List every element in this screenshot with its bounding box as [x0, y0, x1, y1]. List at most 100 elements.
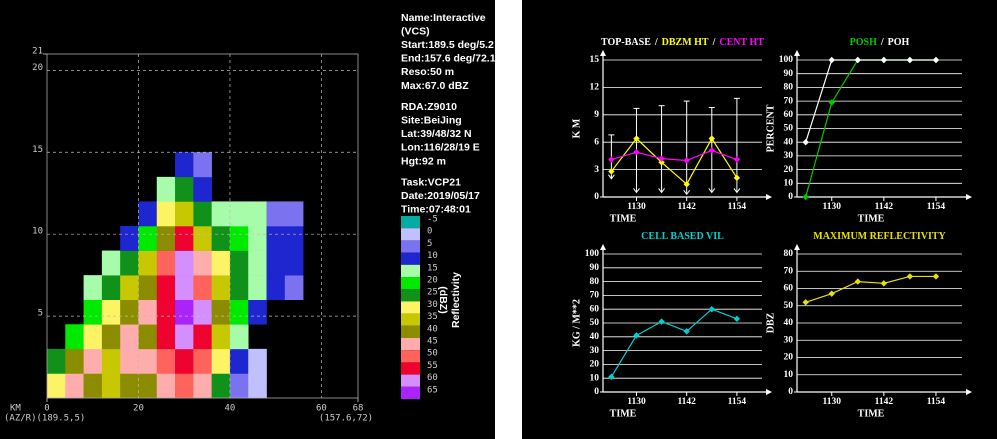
- radar-cell: [267, 251, 286, 276]
- radar-cell: [248, 201, 267, 226]
- colorbar-label: 45: [427, 337, 438, 347]
- x-tick-label: 1130: [822, 202, 841, 212]
- radar-cell: [175, 349, 194, 374]
- legend-entry: POH: [888, 37, 910, 48]
- radar-cell: [102, 275, 121, 300]
- y-tick-label: 3: [594, 165, 599, 175]
- y-tick-label: 15: [32, 145, 43, 155]
- y-tick-label: 60: [590, 304, 600, 314]
- colorbar-label: 0: [427, 227, 432, 237]
- radar-cell: [212, 251, 231, 276]
- radar-cell: [157, 324, 176, 349]
- x-tick-label: 1154: [927, 397, 946, 407]
- info-line: Task:VCP21: [401, 176, 461, 188]
- colorbar-swatch: [401, 289, 420, 301]
- radar-cell: [193, 177, 212, 202]
- y-tick-label: 100: [585, 249, 600, 259]
- radar-cell: [212, 201, 231, 226]
- x-axis-label: TIME: [858, 213, 885, 224]
- colorbar-swatch: [401, 301, 420, 313]
- radar-cell: [193, 324, 212, 349]
- colorbar-label: 35: [427, 312, 438, 322]
- radar-cell: [230, 300, 249, 325]
- y-tick-label: 70: [784, 96, 794, 106]
- radar-cell: [138, 349, 157, 374]
- radar-cell: [248, 226, 267, 251]
- info-line: Lon:116/28/19 E: [401, 142, 480, 154]
- info-line: Reso:50 m: [401, 66, 454, 78]
- radar-cell: [193, 226, 212, 251]
- radar-cell: [212, 226, 231, 251]
- radar-cell: [230, 201, 249, 226]
- radar-cell: [193, 300, 212, 325]
- radar-cell: [248, 300, 267, 325]
- y-tick-label: 30: [590, 346, 600, 356]
- radar-cell: [193, 152, 212, 177]
- screen: 020406068510152021KM(AZ/R)(189.5,5)(157.…: [0, 0, 997, 439]
- y-tick-label: 20: [784, 353, 794, 363]
- radar-cell: [102, 373, 121, 398]
- x-axis-label: TIME: [610, 408, 637, 419]
- colorbar-swatch: [401, 277, 420, 289]
- legend-entry: DBZM HT: [662, 37, 709, 48]
- radar-cell: [65, 373, 84, 398]
- y-tick-label: 80: [590, 277, 600, 287]
- radar-cell: [230, 251, 249, 276]
- x-tick-label: 1130: [822, 397, 841, 407]
- radar-cell: [102, 300, 121, 325]
- y-tick-label: 9: [594, 110, 599, 120]
- info-line: Hgt:92 m: [401, 155, 446, 167]
- radar-cell: [138, 251, 157, 276]
- radar-cell: [157, 226, 176, 251]
- radar-cell: [230, 275, 249, 300]
- y-tick-label: 80: [784, 83, 794, 93]
- radar-cell: [230, 226, 249, 251]
- y-tick-label: 21: [32, 47, 43, 57]
- legend-entry: CELL BASED VIL: [641, 231, 724, 242]
- colorbar-swatch: [401, 240, 420, 252]
- radar-cell: [157, 300, 176, 325]
- radar-cell: [212, 349, 231, 374]
- radar-cell: [175, 226, 194, 251]
- radar-cell: [193, 349, 212, 374]
- radar-cell: [230, 373, 249, 398]
- radar-cell: [175, 300, 194, 325]
- y-tick-label: 80: [784, 249, 794, 259]
- x-tick-label: 68: [353, 404, 364, 414]
- radar-cell: [175, 275, 194, 300]
- radar-cell: [285, 251, 304, 276]
- radar-cell: [138, 201, 157, 226]
- info-line: (VCS): [401, 25, 430, 37]
- radar-cell: [157, 251, 176, 276]
- y-tick-label: 0: [788, 192, 793, 202]
- y-tick-label: 0: [594, 192, 599, 202]
- radar-cell: [84, 324, 103, 349]
- radar-cell: [120, 324, 139, 349]
- colorbar-label: 20: [427, 276, 438, 286]
- radar-cell: [120, 275, 139, 300]
- info-line: Lat:39/48/32 N: [401, 128, 472, 140]
- y-tick-label: 20: [784, 165, 794, 175]
- radar-cell: [175, 373, 194, 398]
- y-tick-label: 6: [594, 137, 599, 147]
- colorbar-label: 25: [427, 288, 438, 298]
- y-tick-label: 30: [784, 151, 794, 161]
- colorbar-label: 55: [427, 361, 438, 371]
- x-tick-label: 1154: [728, 202, 747, 212]
- x-end-label: (157.6,72): [319, 414, 373, 424]
- x-axis-label: TIME: [858, 408, 885, 419]
- y-tick-label: 40: [784, 318, 794, 328]
- radar-cell: [212, 324, 231, 349]
- radar-cell: [120, 349, 139, 374]
- radar-cell: [175, 177, 194, 202]
- radar-cell: [157, 373, 176, 398]
- colorbar-label: 30: [427, 300, 438, 310]
- radar-cell: [212, 300, 231, 325]
- radar-cell: [84, 300, 103, 325]
- chart-title: TOP-BASE/DBZM HT/CENT HT: [601, 37, 764, 48]
- y-tick-label: 30: [784, 335, 794, 345]
- info-line: Site:BeiJing: [401, 114, 462, 126]
- info-line: RDA:Z9010: [401, 101, 457, 113]
- colorbar-swatch: [401, 228, 420, 240]
- colorbar-swatch: [401, 253, 420, 265]
